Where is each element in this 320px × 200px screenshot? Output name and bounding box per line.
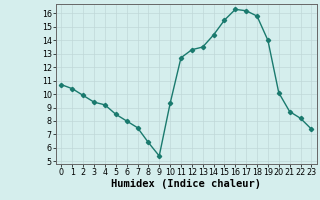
- X-axis label: Humidex (Indice chaleur): Humidex (Indice chaleur): [111, 179, 261, 189]
